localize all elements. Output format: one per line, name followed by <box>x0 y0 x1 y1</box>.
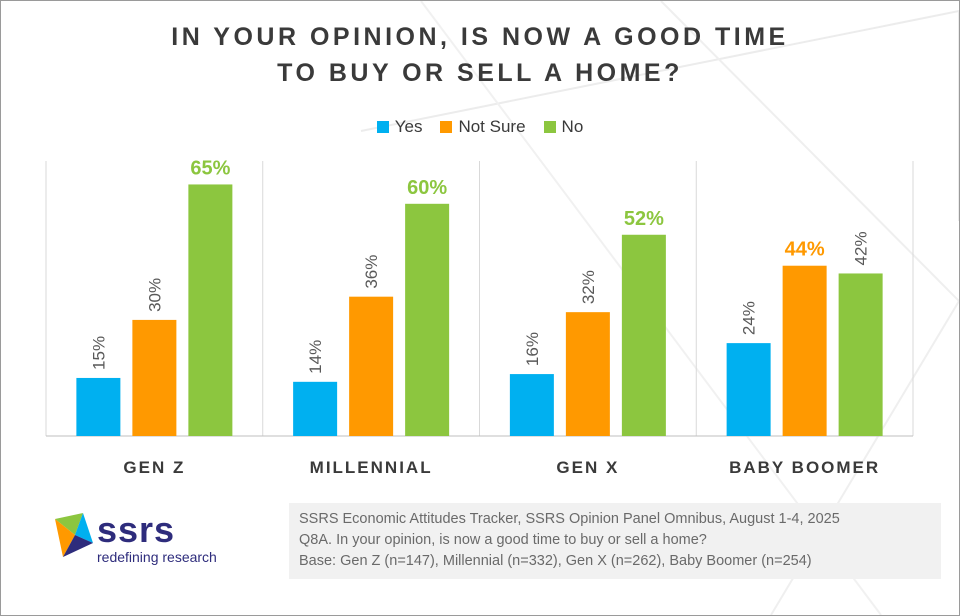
legend-label-no: No <box>561 117 584 136</box>
legend-item-no: No <box>543 117 584 137</box>
data-label-gen-z-not-sure: 30% <box>145 278 164 312</box>
bar-millennial-not-sure <box>349 296 394 436</box>
data-label-gen-z-no: 65% <box>190 157 230 179</box>
bar-millennial-yes <box>293 381 338 436</box>
category-label-millennial: MILLENNIAL <box>310 458 433 477</box>
source-line-3: Base: Gen Z (n=147), Millennial (n=332),… <box>299 553 812 569</box>
category-label-gen-z: GEN Z <box>123 458 185 477</box>
ssrs-logo-tagline: redefining research <box>97 549 217 565</box>
data-label-gen-z-yes: 15% <box>89 336 108 370</box>
bar-baby-boomer-no <box>838 273 883 436</box>
bar-chart: 15% 30% 65% GEN Z 14% 36% 60% MILLENNIAL 16% 32% 5… <box>45 157 914 477</box>
source-line-1: SSRS Economic Attitudes Tracker, SSRS Op… <box>299 511 840 527</box>
category-label-baby-boomer: BABY BOOMER <box>729 458 880 477</box>
bar-baby-boomer-yes <box>726 343 771 436</box>
data-label-gen-x-not-sure: 32% <box>579 270 598 304</box>
bar-baby-boomer-not-sure <box>782 265 827 436</box>
legend-swatch-yes <box>376 121 389 133</box>
data-label-millennial-not-sure: 36% <box>362 255 381 289</box>
category-label-gen-x: GEN X <box>556 458 619 477</box>
legend-swatch-not-sure <box>440 121 453 133</box>
data-label-baby-boomer-no: 42% <box>852 231 871 265</box>
chart-title-line1: IN YOUR OPINION, IS NOW A GOOD TIME <box>171 23 789 51</box>
data-label-baby-boomer-not-sure: 44% <box>785 239 825 261</box>
legend-item-not-sure: Not Sure <box>440 117 526 137</box>
data-label-gen-x-yes: 16% <box>523 332 542 366</box>
bar-gen-x-yes <box>509 374 554 436</box>
data-label-gen-x-no: 52% <box>624 208 664 230</box>
source-line-2: Q8A. In your opinion, is now a good time… <box>299 532 707 548</box>
legend-label-not-sure: Not Sure <box>458 117 526 136</box>
bar-millennial-no <box>405 203 450 436</box>
data-label-baby-boomer-yes: 24% <box>740 301 759 335</box>
legend: Yes Not Sure No <box>1 117 959 137</box>
ssrs-logo-mark-icon <box>55 513 93 557</box>
ssrs-logo: ssrs redefining research <box>53 511 233 571</box>
legend-swatch-no <box>543 121 556 133</box>
bar-gen-x-no <box>621 234 666 436</box>
ssrs-logo-text: ssrs <box>97 509 176 550</box>
legend-item-yes: Yes <box>376 117 423 137</box>
bar-gen-z-yes <box>76 377 121 436</box>
bar-gen-z-not-sure <box>132 319 177 436</box>
data-label-millennial-no: 60% <box>407 177 447 199</box>
data-label-millennial-yes: 14% <box>306 340 325 374</box>
chart-title: IN YOUR OPINION, IS NOW A GOOD TIME TO B… <box>1 19 959 91</box>
chart-title-line2: TO BUY OR SELL A HOME? <box>277 59 683 87</box>
bar-gen-x-not-sure <box>565 312 610 436</box>
source-note: SSRS Economic Attitudes Tracker, SSRS Op… <box>289 503 941 579</box>
bar-gen-z-no <box>188 184 233 436</box>
legend-label-yes: Yes <box>394 117 423 136</box>
